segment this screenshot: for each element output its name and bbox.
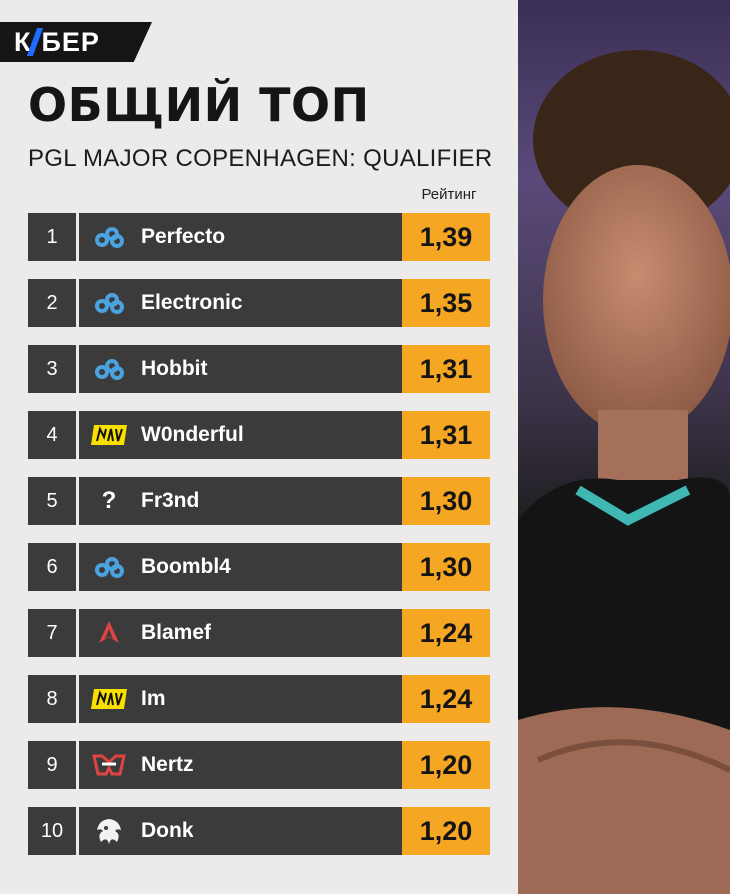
- player-rating: 1,20: [402, 807, 490, 855]
- cloud9-icon: [91, 351, 127, 387]
- player-photo-illustration: [518, 50, 730, 894]
- rank-number: 6: [28, 543, 76, 591]
- ranking-row: 9 Nertz 1,20: [28, 741, 490, 789]
- player-cell: Boombl4: [79, 543, 402, 591]
- player-name: Perfecto: [141, 225, 226, 248]
- ranking-row: 4 W0nderful 1,31: [28, 411, 490, 459]
- player-rating: 1,39: [402, 213, 490, 261]
- ranking-row: 5? Fr3nd 1,30: [28, 477, 490, 525]
- rank-number: 10: [28, 807, 76, 855]
- rank-number: 4: [28, 411, 76, 459]
- rank-number: 5: [28, 477, 76, 525]
- astralis-icon: [91, 615, 127, 651]
- player-name: Electronic: [141, 291, 243, 314]
- player-rating: 1,31: [402, 345, 490, 393]
- brand-logo-text: К: [14, 26, 32, 57]
- player-name: Nertz: [141, 753, 194, 776]
- rank-number: 9: [28, 741, 76, 789]
- player-rating: 1,20: [402, 741, 490, 789]
- brand-logo-text-2: БЕР: [41, 26, 100, 57]
- player-name: Donk: [141, 819, 194, 842]
- rank-number: 7: [28, 609, 76, 657]
- ranking-row: 6 Boombl4 1,30: [28, 543, 490, 591]
- player-rating: 1,24: [402, 609, 490, 657]
- player-rating: 1,35: [402, 279, 490, 327]
- player-cell: Nertz: [79, 741, 402, 789]
- player-cell: Hobbit: [79, 345, 402, 393]
- player-cell: ? Fr3nd: [79, 477, 402, 525]
- player-name: Im: [141, 687, 166, 710]
- player-cell: Im: [79, 675, 402, 723]
- unknown-team-icon: ?: [101, 487, 117, 514]
- navi-icon: [91, 417, 127, 453]
- player-rating: 1,31: [402, 411, 490, 459]
- player-cell: Perfecto: [79, 213, 402, 261]
- ranking-row: 2 Electronic 1,35: [28, 279, 490, 327]
- rank-number: 3: [28, 345, 76, 393]
- rating-column-header: Рейтинг: [421, 186, 477, 203]
- player-rating: 1,30: [402, 477, 490, 525]
- player-name: Boombl4: [141, 555, 231, 578]
- player-photo: [518, 0, 730, 894]
- player-cell: Blamef: [79, 609, 402, 657]
- player-cell: Electronic: [79, 279, 402, 327]
- ranking-row: 8 Im 1,24: [28, 675, 490, 723]
- heroic-icon: [91, 747, 127, 783]
- rank-number: 8: [28, 675, 76, 723]
- cloud9-icon: [91, 219, 127, 255]
- player-name: Fr3nd: [141, 489, 200, 512]
- navi-icon: [91, 681, 127, 717]
- player-cell: Donk: [79, 807, 402, 855]
- player-name: W0nderful: [141, 423, 244, 446]
- ranking-row: 10 Donk 1,20: [28, 807, 490, 855]
- player-name: Hobbit: [141, 357, 208, 380]
- page-title: ОБЩИЙ ТОП: [28, 78, 370, 132]
- ranking-row: 7 Blamef 1,24: [28, 609, 490, 657]
- page-subtitle: PGL MAJOR COPENHAGEN: QUALIFIER: [28, 145, 493, 172]
- rank-number: 2: [28, 279, 76, 327]
- player-rating: 1,30: [402, 543, 490, 591]
- rank-number: 1: [28, 213, 76, 261]
- ranking-row: 1 Perfecto 1,39: [28, 213, 490, 261]
- player-cell: W0nderful: [79, 411, 402, 459]
- ranking-row: 3 Hobbit 1,31: [28, 345, 490, 393]
- brand-logo: К БЕР: [0, 22, 152, 62]
- cloud9-icon: [91, 549, 127, 585]
- cloud9-icon: [91, 285, 127, 321]
- player-name: Blamef: [141, 621, 212, 644]
- spirit-icon: [91, 813, 127, 849]
- player-rating: 1,24: [402, 675, 490, 723]
